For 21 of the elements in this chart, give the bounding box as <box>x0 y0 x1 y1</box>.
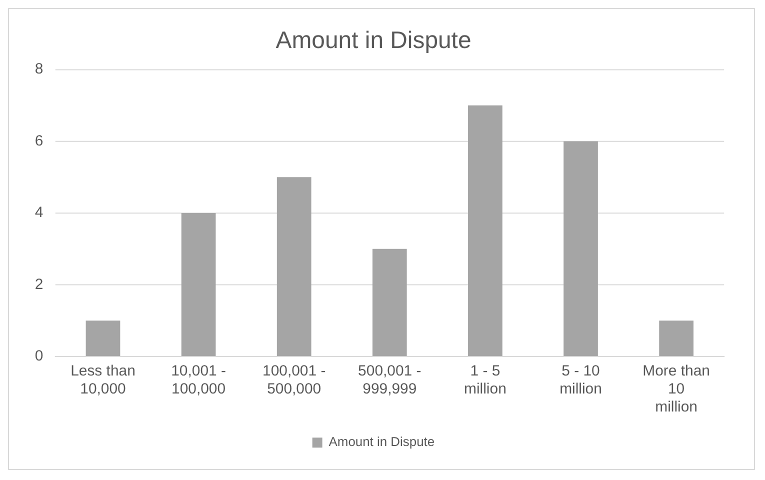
y-tick-label: 4 <box>34 204 44 222</box>
bar <box>372 248 407 356</box>
x-tick-label: 100,001 - 500,000 <box>262 362 326 398</box>
bar <box>564 141 598 356</box>
x-tick-label: 5 - 10 million <box>560 362 602 398</box>
y-tick-label: 6 <box>34 132 44 150</box>
x-tick-label: 1 - 5 million <box>464 362 506 398</box>
bar <box>468 105 502 356</box>
y-tick-label: 2 <box>34 276 44 293</box>
legend-label: Amount in Dispute <box>328 434 435 450</box>
bar <box>276 177 312 356</box>
bar <box>181 213 216 356</box>
bar <box>659 320 694 356</box>
x-tick-label: More than 10 million <box>642 362 710 416</box>
y-tick-label: 0 <box>34 348 44 365</box>
y-tick-label: 8 <box>34 60 44 78</box>
x-tick-label: 500,001 - 999,999 <box>358 362 422 398</box>
chart-title: Amount in Dispute <box>276 26 472 54</box>
bar <box>86 320 120 356</box>
x-tick-label: 10,001 - 100,000 <box>171 362 226 398</box>
x-tick-label: Less than 10,000 <box>70 362 136 398</box>
